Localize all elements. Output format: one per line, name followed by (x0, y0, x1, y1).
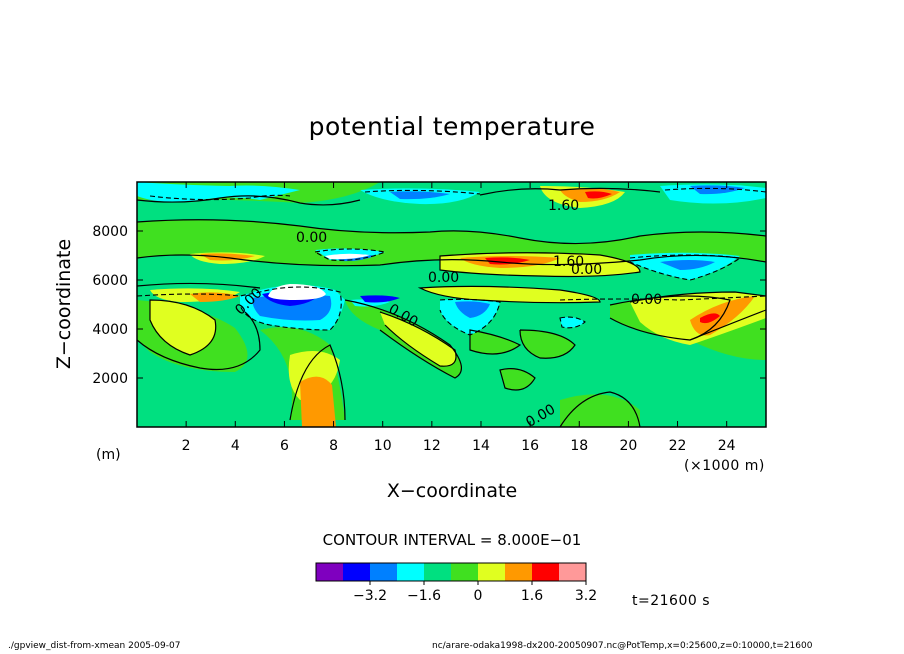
colorbar-tick-label: −3.2 (353, 588, 387, 604)
contour-line (136, 311, 261, 371)
field-region (560, 317, 585, 328)
colorbar-swatch (424, 563, 451, 581)
field-region (150, 300, 216, 355)
y-tick-label: 2000 (92, 371, 128, 387)
field-region (470, 330, 520, 354)
contour-line (136, 254, 767, 267)
contour-line-negative (313, 248, 388, 261)
contour-line (629, 291, 767, 303)
x-tick-label: 4 (231, 438, 240, 454)
colorbar-tick-label: −1.6 (407, 588, 441, 604)
contour-line (344, 299, 462, 379)
x-tick-label: 14 (472, 438, 490, 454)
footer-left: ./gpview_dist-from-xmean 2005-09-07 (8, 641, 181, 651)
colorbar-swatch (451, 563, 478, 581)
footer-right: nc/arare-odaka1998-dx200-20050907.nc@Pot… (432, 641, 813, 651)
contour-line-negative (136, 286, 342, 331)
colorbar: −3.2 −1.6 0 1.6 3.2 (315, 562, 597, 604)
contour-value-label: 1.60 (553, 254, 584, 270)
y-tick-label: 4000 (92, 322, 128, 338)
field-region (300, 376, 336, 427)
contour-value-label: 1.60 (548, 198, 579, 214)
field-region (520, 330, 575, 359)
contour-line (289, 344, 346, 421)
contour-line-negative (364, 189, 481, 195)
chart-title: potential temperature (308, 112, 596, 141)
x-axis: 2 4 6 8 10 12 14 16 18 20 22 24 (182, 182, 736, 454)
contour-line-negative (559, 295, 767, 301)
field-region (485, 257, 530, 265)
field-region (390, 191, 450, 200)
contour-line-negative (559, 316, 586, 329)
field-region (200, 253, 255, 261)
contour-line (469, 329, 522, 355)
x-tick-label: 18 (570, 438, 588, 454)
y-axis-unit: (m) (96, 447, 121, 463)
colorbar-swatch (532, 563, 559, 581)
contour-line-negative (664, 187, 767, 193)
field-region (137, 219, 766, 266)
contour-line (136, 195, 361, 206)
field-region (360, 295, 400, 303)
field-region (137, 182, 300, 202)
colorbar-swatch (370, 563, 397, 581)
x-tick-label: 8 (329, 438, 338, 454)
colorbar-tick-label: 0 (474, 588, 483, 604)
colorbar-tick-label: 3.2 (575, 588, 597, 604)
x-tick-label: 22 (669, 438, 687, 454)
contour-interval-label: CONTOUR INTERVAL = 8.000E−01 (322, 531, 582, 549)
colorbar-swatch (505, 563, 532, 581)
x-tick-label: 24 (718, 438, 736, 454)
contour-line-negative (629, 254, 742, 281)
x-axis-unit: (×1000 m) (684, 458, 765, 474)
colorbar-swatch (559, 563, 586, 581)
contour-value-label: 0.00 (631, 292, 662, 308)
x-tick-label: 12 (423, 438, 441, 454)
contour-line (136, 219, 767, 245)
contour-value-label: 0.00 (296, 230, 327, 246)
contour-value-label: 0.00 (428, 270, 459, 286)
field-region (690, 185, 745, 195)
field-region (325, 253, 370, 260)
contour-line (559, 391, 641, 428)
contour-field: 0.00 0.00 1.60 1.60 0.00 0.00 0.00 0.00 … (136, 182, 767, 431)
contour-line (149, 299, 217, 356)
y-tick-label: 8000 (92, 224, 128, 240)
field-region (455, 301, 490, 318)
x-tick-label: 20 (619, 438, 637, 454)
field-region (500, 368, 535, 391)
contour-line-negative (439, 298, 501, 336)
colorbar-swatch (316, 563, 343, 581)
colorbar-tick-label: 1.6 (521, 588, 543, 604)
contour-line (519, 329, 576, 359)
colorbar-swatch (343, 563, 370, 581)
x-tick-label: 16 (521, 438, 539, 454)
contour-value-label: 0.00 (571, 262, 602, 278)
y-axis: 2000 4000 6000 8000 (92, 224, 766, 387)
time-label: t=21600 s (632, 593, 710, 609)
field-region (585, 191, 612, 199)
contour-line (439, 252, 641, 278)
x-tick-label: 6 (280, 438, 289, 454)
y-tick-label: 6000 (92, 273, 128, 289)
field-region (380, 312, 456, 367)
x-axis-label: X−coordinate (386, 480, 518, 502)
field-region (700, 313, 720, 324)
contour-line (379, 311, 457, 367)
colorbar-swatch (478, 563, 505, 581)
x-tick-label: 10 (374, 438, 392, 454)
plot-frame (136, 181, 767, 428)
contour-line-negative (149, 194, 291, 201)
colorbar-frame (315, 562, 587, 582)
field-region (560, 394, 640, 427)
contour-line (499, 368, 536, 391)
x-tick-label: 2 (182, 438, 191, 454)
colorbar-swatch (397, 563, 424, 581)
contour-line (689, 309, 767, 341)
contour-line (136, 282, 261, 289)
field-region (660, 260, 715, 270)
contour-line (479, 187, 661, 196)
